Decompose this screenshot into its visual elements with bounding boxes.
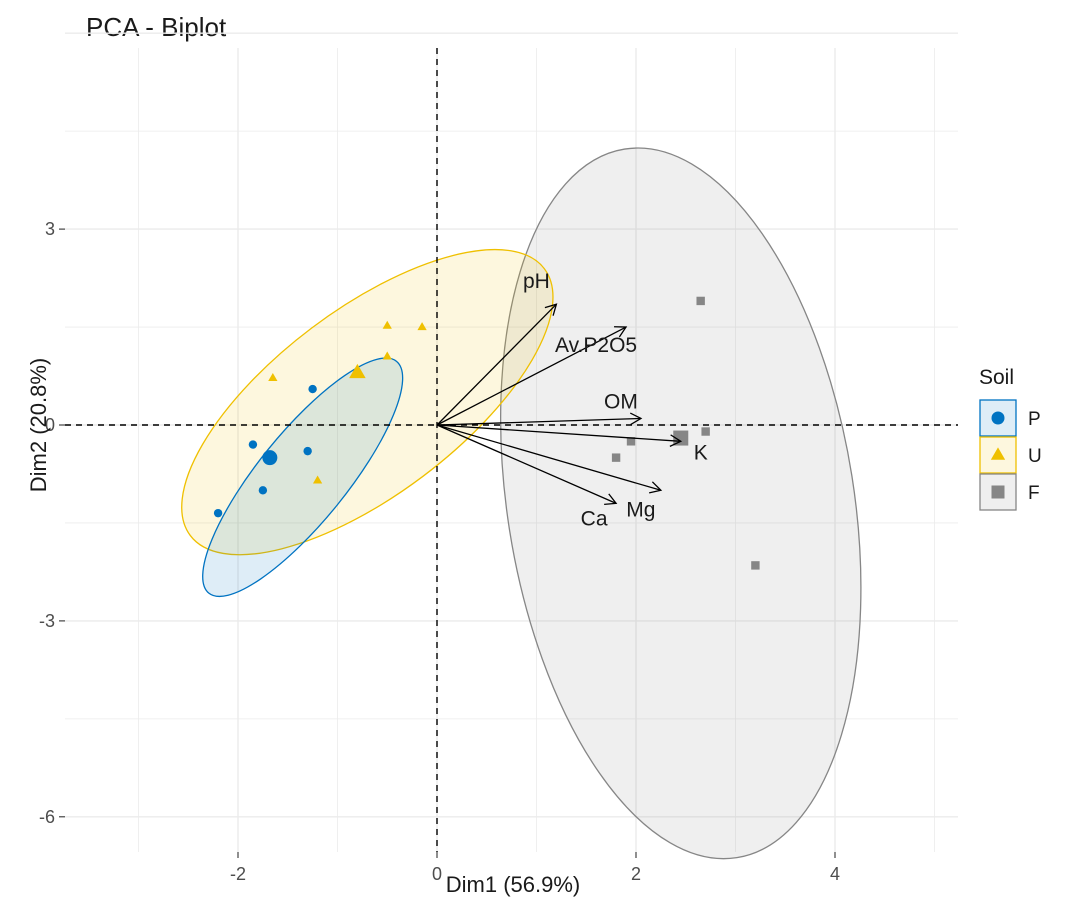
arrowhead-Av.P2O5 [614, 326, 628, 338]
point-F [701, 427, 710, 436]
point-F [751, 561, 760, 570]
ellipse-P [202, 357, 404, 598]
point-P [308, 384, 317, 394]
arrowhead-K [669, 434, 683, 447]
ellipse-U [181, 248, 554, 556]
variable-label-Ca: Ca [581, 507, 608, 530]
arrowhead-OM [629, 412, 643, 426]
arrow-Mg [436, 424, 662, 491]
data-points [213, 296, 760, 570]
centroid-U [349, 363, 366, 379]
ellipse-F [499, 147, 862, 860]
legend-label-P: P [1028, 409, 1041, 430]
arrowhead-pH [544, 303, 558, 316]
arrow-K [436, 424, 681, 442]
point-P [213, 508, 223, 518]
variable-arrows: pH Av.P2O5 OM K Mg Ca [436, 270, 708, 530]
variable-label-Av.P2O5: Av.P2O5 [555, 334, 637, 357]
x-tick-label: -2 [230, 864, 246, 884]
legend: Soil PUF [979, 366, 1042, 511]
chart-title: PCA - Biplot [86, 12, 227, 42]
legend-symbol-P [991, 411, 1005, 425]
arrow-OM [436, 417, 641, 426]
arrowhead-Ca [604, 493, 618, 506]
variable-label-Mg: Mg [626, 498, 655, 521]
point-U [312, 475, 323, 484]
arrow-Ca [436, 424, 617, 504]
confidence-ellipses [181, 147, 862, 860]
arrow-Av.P2O5 [436, 326, 627, 426]
x-axis-title: Dim1 (56.9%) [446, 872, 580, 897]
point-U [268, 373, 278, 382]
point-U [382, 351, 392, 360]
y-tick-label: -6 [39, 807, 55, 827]
y-tick-label: 0 [45, 415, 55, 435]
centroid-P [262, 450, 278, 466]
y-tick-label: -3 [39, 611, 55, 631]
arrow-pH [436, 303, 557, 426]
legend-symbol-F [991, 485, 1005, 499]
reference-lines [65, 48, 958, 852]
point-F [626, 437, 636, 446]
variable-label-OM: OM [604, 390, 638, 413]
legend-label-F: F [1028, 483, 1040, 504]
point-U [417, 322, 427, 331]
grid [65, 32, 958, 852]
legend-label-U: U [1028, 446, 1042, 467]
point-P [258, 486, 268, 495]
legend-symbol-U [990, 447, 1006, 460]
variable-label-pH: pH [523, 270, 550, 293]
plot-panel [65, 48, 958, 852]
point-P [303, 446, 312, 456]
centroid-F [673, 430, 689, 446]
y-axis-title: Dim2 (20.8%) [26, 358, 51, 492]
arrowhead-Mg [649, 481, 663, 494]
y-tick-label: 3 [45, 219, 55, 239]
point-F [611, 453, 621, 462]
point-F [696, 296, 705, 306]
variable-label-K: K [694, 441, 708, 464]
x-tick-label: 2 [631, 864, 641, 884]
legend-title: Soil [979, 366, 1014, 389]
x-tick-label: 0 [432, 864, 442, 884]
point-P [248, 440, 258, 449]
x-tick-label: 4 [830, 864, 840, 884]
point-U [382, 320, 392, 329]
axis-ticks: -2 0 2 4 -6 -3 0 3 [39, 219, 840, 884]
